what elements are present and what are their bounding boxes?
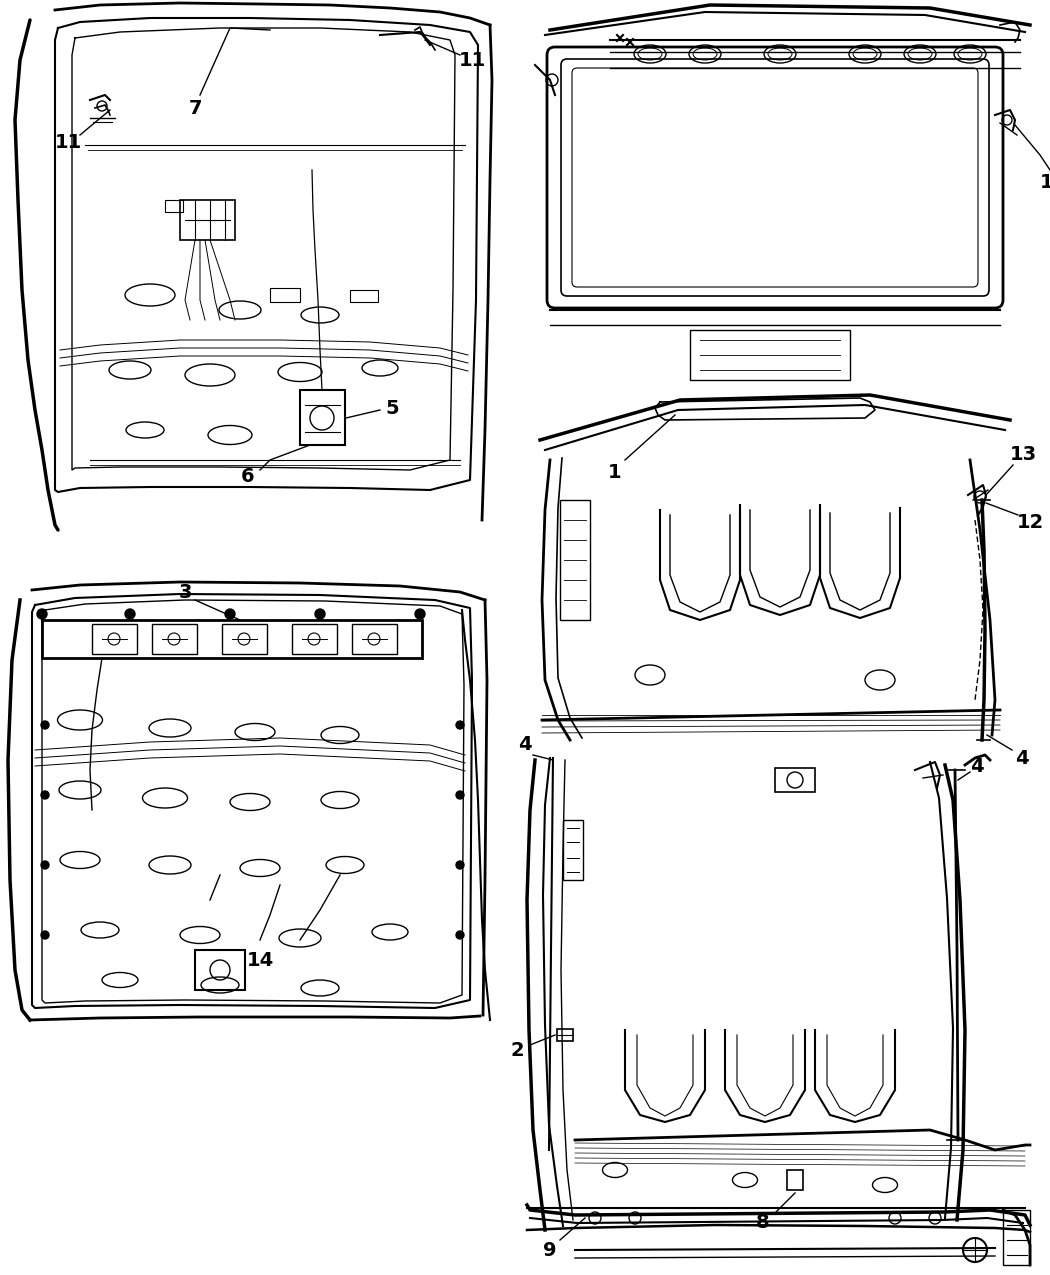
Bar xyxy=(270,288,300,302)
Circle shape xyxy=(225,609,235,618)
Circle shape xyxy=(125,609,135,618)
Circle shape xyxy=(41,720,49,729)
Bar xyxy=(292,623,337,654)
Bar xyxy=(788,1170,803,1190)
Text: 4: 4 xyxy=(1015,748,1029,768)
Circle shape xyxy=(41,931,49,938)
Bar xyxy=(560,500,590,620)
Text: 10: 10 xyxy=(1040,173,1050,193)
Bar xyxy=(42,620,422,658)
Bar xyxy=(350,289,378,302)
Bar xyxy=(556,1029,573,1040)
Text: 8: 8 xyxy=(756,1214,770,1233)
Bar xyxy=(165,200,183,212)
Bar xyxy=(222,623,267,654)
Text: 7: 7 xyxy=(188,98,202,117)
Bar xyxy=(152,623,197,654)
Text: 13: 13 xyxy=(1009,445,1036,464)
Text: 11: 11 xyxy=(459,51,485,70)
Circle shape xyxy=(456,931,464,938)
Bar xyxy=(300,390,345,445)
Bar xyxy=(1003,1210,1030,1265)
Text: 11: 11 xyxy=(55,133,82,152)
Text: 4: 4 xyxy=(970,756,984,775)
Text: 3: 3 xyxy=(178,583,192,602)
Circle shape xyxy=(456,720,464,729)
Text: 2: 2 xyxy=(510,1040,524,1060)
Text: 14: 14 xyxy=(247,950,274,969)
Circle shape xyxy=(41,790,49,799)
Circle shape xyxy=(456,861,464,870)
Circle shape xyxy=(415,609,425,618)
Text: 5: 5 xyxy=(385,399,399,417)
Bar xyxy=(92,623,136,654)
Circle shape xyxy=(315,609,326,618)
Circle shape xyxy=(37,609,47,618)
Bar xyxy=(775,768,815,792)
Text: 12: 12 xyxy=(1016,514,1044,533)
Text: 6: 6 xyxy=(242,467,255,486)
Text: 9: 9 xyxy=(543,1241,556,1260)
Circle shape xyxy=(41,861,49,870)
Bar xyxy=(195,950,245,989)
Bar xyxy=(563,820,583,880)
Text: 4: 4 xyxy=(519,736,531,755)
Bar xyxy=(690,330,850,380)
Bar xyxy=(180,200,235,240)
Circle shape xyxy=(456,790,464,799)
Text: 1: 1 xyxy=(608,463,622,482)
Bar xyxy=(352,623,397,654)
